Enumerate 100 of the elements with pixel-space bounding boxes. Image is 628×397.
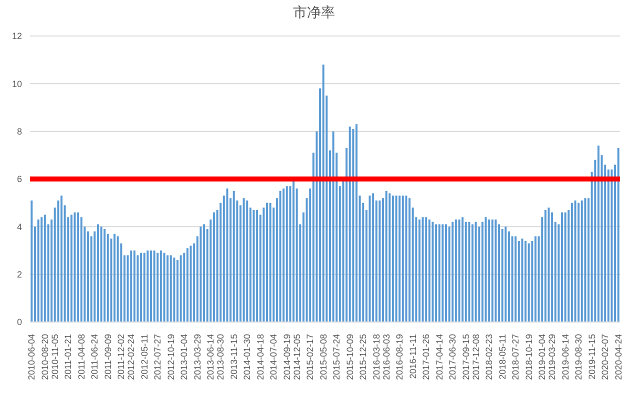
y-tick-label: 0 xyxy=(16,317,22,328)
x-tick-label: 2013-11-15 xyxy=(228,334,239,380)
y-tick-label: 8 xyxy=(16,126,22,137)
bar xyxy=(402,196,404,322)
x-tick-label: 2018-05-11 xyxy=(497,334,508,380)
x-tick-label: 2013-03-29 xyxy=(192,334,202,380)
x-tick-label: 2011-09-09 xyxy=(102,334,113,380)
bar xyxy=(140,252,142,322)
bar xyxy=(561,212,563,322)
bar xyxy=(418,220,420,322)
bar xyxy=(385,190,388,322)
x-tick-label: 2015-12-25 xyxy=(358,334,368,380)
x-tick-label: 2018-10-19 xyxy=(524,334,534,380)
chart-title: 市净率 xyxy=(292,4,336,22)
bar xyxy=(491,220,494,322)
bar xyxy=(514,236,517,322)
bar xyxy=(242,198,245,322)
bar xyxy=(425,217,428,322)
bar xyxy=(348,126,351,322)
bar xyxy=(190,246,192,322)
bar xyxy=(200,226,202,322)
bar xyxy=(269,202,272,322)
x-tick-label: 2012-07-27 xyxy=(152,334,163,380)
y-tick-label: 4 xyxy=(16,222,22,232)
x-tick-label: 2017-09-15 xyxy=(460,334,471,380)
bar xyxy=(432,222,434,322)
y-tick-label: 12 xyxy=(12,31,22,42)
bar xyxy=(226,188,228,322)
bar xyxy=(564,212,566,322)
x-tick-label: 2013-01-04 xyxy=(179,334,190,380)
x-tick-label: 2014-09-19 xyxy=(282,334,292,380)
bar xyxy=(60,196,62,322)
x-tick-label: 2014-07-04 xyxy=(268,334,279,380)
bar xyxy=(156,252,159,322)
bar xyxy=(37,220,40,322)
x-tick-label: 2010-08-20 xyxy=(40,334,50,380)
bar xyxy=(580,200,583,322)
bar xyxy=(96,224,99,322)
bar xyxy=(212,212,215,322)
bar xyxy=(163,252,166,322)
bar xyxy=(44,214,46,322)
bar xyxy=(173,258,176,322)
bar xyxy=(332,131,334,322)
bar xyxy=(408,198,411,322)
bar xyxy=(40,217,43,322)
bar xyxy=(266,202,268,322)
bar xyxy=(143,252,146,322)
x-tick-label: 2015-05-08 xyxy=(318,334,328,380)
x-tick-label: 2020-04-24 xyxy=(613,334,624,380)
bar xyxy=(232,190,235,322)
x-tick-label: 2011-01-21 xyxy=(63,334,74,380)
bar xyxy=(474,222,477,322)
bar xyxy=(286,186,288,322)
bar xyxy=(488,220,490,322)
x-tick-label: 2011-06-24 xyxy=(90,334,100,380)
x-tick-label: 2018-07-27 xyxy=(510,334,521,380)
x-tick-label: 2010-11-05 xyxy=(50,334,60,380)
x-tick-label: 2012-10-19 xyxy=(166,334,176,380)
bar xyxy=(100,226,102,322)
x-tick-label: 2014-12-05 xyxy=(292,334,302,380)
x-tick-label: 2013-08-30 xyxy=(216,334,226,380)
bar xyxy=(30,200,33,322)
bar xyxy=(378,200,381,322)
bar xyxy=(422,217,424,322)
bar xyxy=(392,196,394,322)
bar xyxy=(521,238,524,322)
x-tick-label: 2011-12-02 xyxy=(116,334,126,380)
bar xyxy=(114,234,116,322)
bar xyxy=(77,212,80,322)
bar xyxy=(398,196,401,322)
bar xyxy=(534,236,536,322)
x-tick-label: 2014-04-18 xyxy=(255,334,266,380)
bar xyxy=(597,146,600,322)
bar xyxy=(322,64,324,322)
bar xyxy=(372,193,374,322)
bar xyxy=(368,196,371,322)
bar xyxy=(468,222,470,322)
bar xyxy=(428,220,430,322)
x-tick-label: 2016-03-18 xyxy=(371,334,382,380)
bar xyxy=(544,210,546,322)
bar xyxy=(472,224,474,322)
bar xyxy=(74,212,76,322)
bar xyxy=(548,208,550,322)
bar xyxy=(617,148,620,322)
bar xyxy=(438,224,440,322)
bar xyxy=(116,236,119,322)
bar xyxy=(574,200,576,322)
x-tick-label: 2017-04-14 xyxy=(434,334,444,380)
x-tick-label: 2019-11-15 xyxy=(586,334,597,380)
bar xyxy=(252,210,255,322)
bar xyxy=(444,224,447,322)
bar xyxy=(435,224,438,322)
x-tick-label: 2016-11-11 xyxy=(408,334,418,379)
bar xyxy=(180,255,182,322)
x-tick-label: 2015-10-09 xyxy=(344,334,355,380)
x-tick-label: 2017-01-26 xyxy=(421,334,432,380)
x-tick-label: 2015-02-17 xyxy=(305,334,316,380)
x-tick-label: 2017-12-08 xyxy=(470,334,481,380)
x-tick-label: 2017-06-30 xyxy=(448,334,458,380)
bar xyxy=(494,220,497,322)
